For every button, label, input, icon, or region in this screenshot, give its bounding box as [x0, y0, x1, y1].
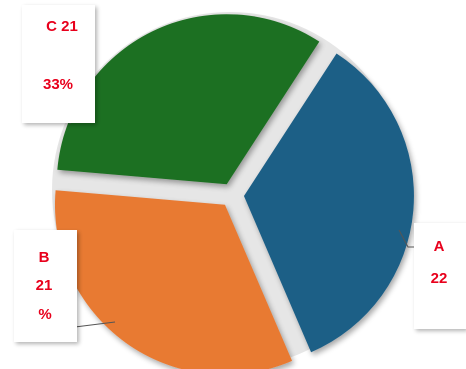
- callout-box-c: [22, 5, 95, 123]
- leader-line-a: [398, 229, 416, 248]
- callout-box-b: [14, 230, 77, 342]
- slice-label-a-line1: A: [434, 238, 445, 255]
- slice-label-c-line2: 33%: [43, 76, 73, 93]
- pie-slices: [55, 14, 414, 369]
- callout-a: A 22: [414, 223, 466, 329]
- callout-c: C 21 33%: [22, 5, 95, 123]
- slice-label-b-line2: 21: [36, 277, 53, 294]
- pie-slice-a: [243, 53, 414, 353]
- callout-b: B 21 %: [14, 230, 77, 342]
- pie-slice-b: [55, 190, 293, 369]
- slice-label-b-line3: %: [38, 306, 51, 323]
- callout-box-a: [414, 223, 466, 329]
- pie-slice-c: [57, 14, 320, 185]
- leader-line-b: [74, 321, 116, 328]
- slice-label-b-line1: B: [39, 249, 50, 266]
- slice-label-a-line2: 22: [431, 270, 448, 287]
- slice-label-c-line1: C 21: [46, 18, 78, 35]
